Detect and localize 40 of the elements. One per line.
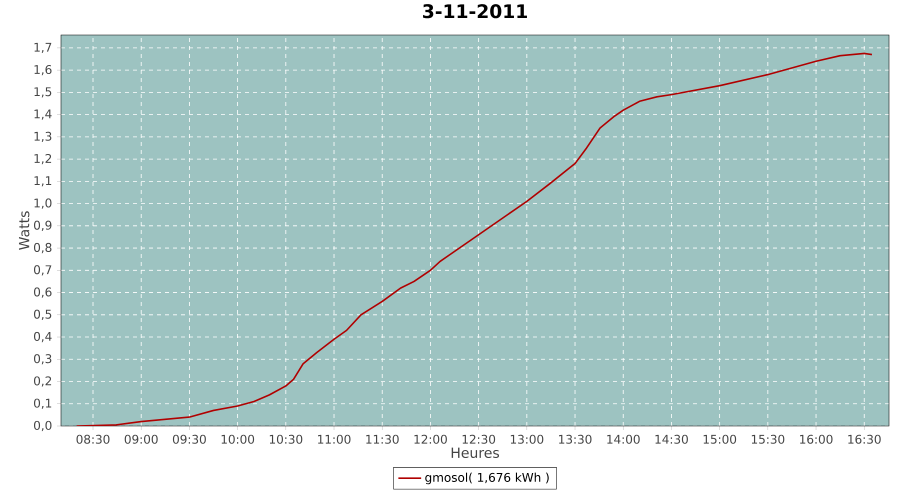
x-tick-label: 14:00 [607,434,640,444]
x-tick-label: 14:30 [655,434,688,444]
x-tick-label: 10:00 [222,434,254,444]
y-tick-label: 0,8 [34,242,52,254]
y-tick-label: 1,7 [34,42,52,53]
y-axis-title: Watts [18,211,30,250]
x-tick-label: 12:00 [414,434,447,444]
x-tick-label: 08:30 [76,434,110,444]
x-axis-title: Heures [452,448,500,458]
x-tick-label: 12:30 [462,434,496,444]
y-tick-label: 1,0 [34,198,52,209]
x-tick-label: 13:00 [510,434,544,444]
y-tick-label: 1,1 [34,176,52,186]
y-tick-label: 0,6 [34,287,52,298]
x-tick-label: 15:00 [704,434,736,444]
y-tick-label: 0,4 [34,332,52,342]
line-series [76,52,873,426]
y-tick-label: 0,3 [34,354,52,364]
x-tick-label: 11:30 [366,434,399,444]
x-tick-label: 15:30 [752,434,784,444]
y-tick-label: 0,2 [34,376,52,387]
y-tick-label: 1,4 [34,110,52,120]
x-tick-label: 16:00 [800,434,833,444]
x-tick-label: 13:30 [559,434,592,444]
y-tick-label: 0,0 [34,420,52,432]
x-tick-label: 11:00 [318,434,351,444]
x-tick-label: 10:30 [270,434,302,444]
y-tick-label: 0,9 [34,220,52,231]
chart-title: 3-11-2011 [423,4,527,18]
x-tick-label: 09:00 [124,434,158,444]
legend-label: gmosol( 1,676 kWh ) [425,472,549,484]
y-tick-label: 1,3 [34,132,52,142]
y-tick-label: 1,6 [34,64,52,76]
y-tick-label: 0,7 [34,265,52,276]
y-tick-label: 0,1 [34,398,52,409]
x-tick-label: 16:30 [848,434,881,444]
y-tick-label: 1,2 [34,154,52,164]
x-tick-label: 09:30 [172,434,206,444]
y-tick-label: 0,5 [34,310,52,320]
y-tick-label: 1,5 [34,87,52,98]
